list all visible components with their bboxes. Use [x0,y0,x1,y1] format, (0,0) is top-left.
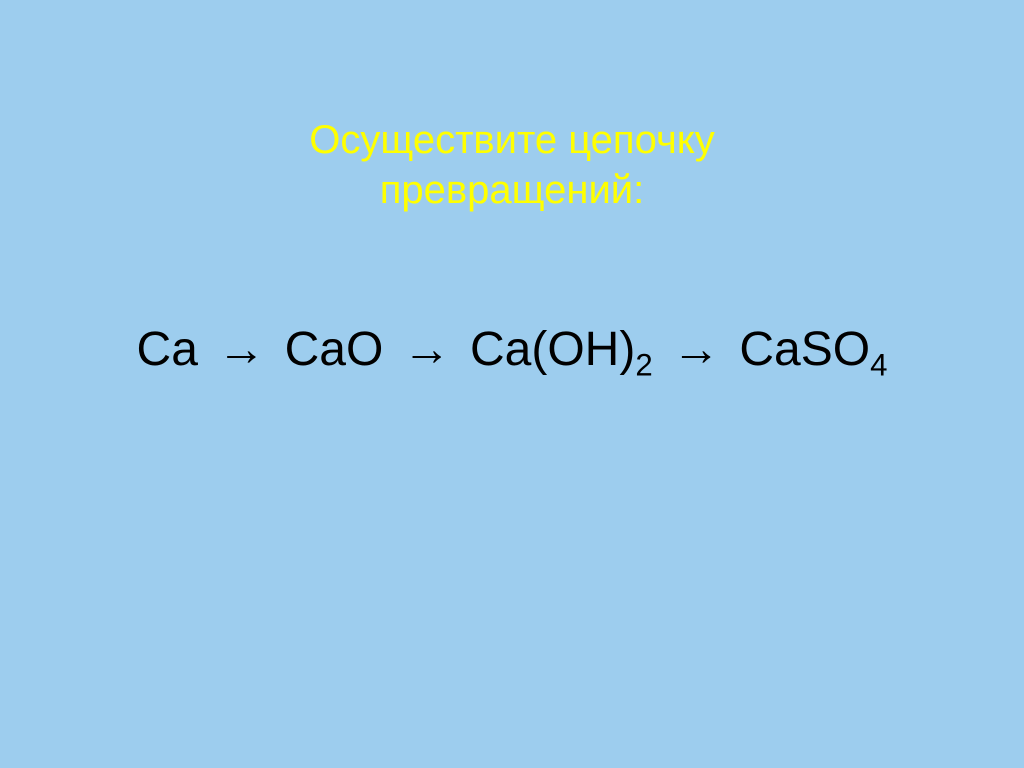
arrow-icon: → [397,323,457,376]
formula-ca: Ca [137,323,198,376]
slide: Осуществите цепочку превращений: Ca → Ca… [0,0,1024,768]
title-line-1: Осуществите цепочку [309,118,715,162]
formula-caoh2-base: Ca(OH) [470,323,635,376]
arrow-icon: → [666,323,726,376]
arrow-icon: → [211,323,271,376]
formula-caoh2-sub: 2 [635,348,652,383]
formula-cao: CaO [285,323,384,376]
title-line-2: превращений: [380,168,645,212]
reaction-chain: Ca → CaO → Ca(OH)2 → CaSO4 [0,322,1024,377]
formula-caso4-sub: 4 [870,348,887,383]
slide-title: Осуществите цепочку превращений: [0,115,1024,215]
formula-caso4-base: CaSO [739,323,870,376]
